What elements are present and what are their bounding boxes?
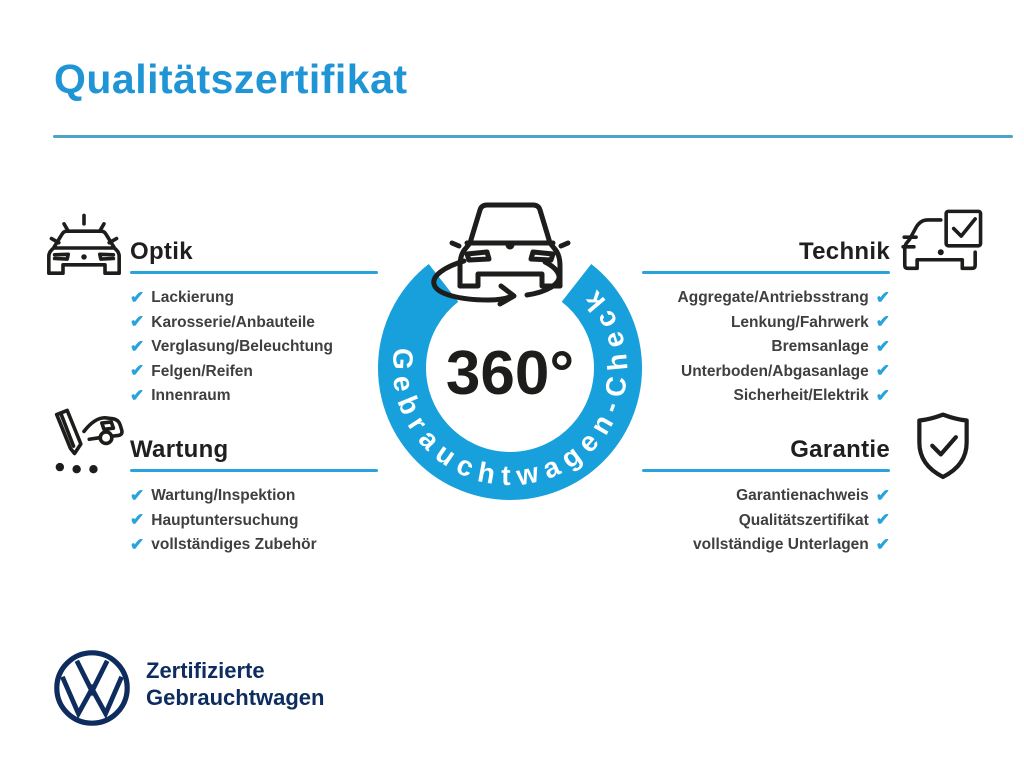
check-icon: ✔ bbox=[875, 361, 890, 381]
section-title-optik: Optik bbox=[130, 238, 193, 265]
section-rule bbox=[642, 271, 890, 274]
check-item-label: Verglasung/Beleuchtung bbox=[151, 338, 333, 356]
check-item-label: Lackierung bbox=[151, 289, 234, 307]
check-item-label: Innenraum bbox=[151, 387, 231, 405]
rotating-car-icon bbox=[431, 202, 571, 307]
brand-line-2: Gebrauchtwagen bbox=[146, 685, 325, 710]
checklist-garantie: Garantienachweis ✔ Qualitätszertifikat ✔… bbox=[642, 484, 890, 558]
check-item-label: Felgen/Reifen bbox=[151, 362, 253, 380]
check-item: Aggregate/Antriebsstrang ✔ bbox=[642, 286, 890, 311]
brand-wordmark: Zertifizierte Gebrauchtwagen bbox=[146, 657, 324, 711]
check-icon: ✔ bbox=[875, 312, 890, 332]
check-icon: ✔ bbox=[130, 534, 145, 554]
car-checkbox-icon bbox=[901, 206, 987, 292]
checklist-technik: Aggregate/Antriebsstrang ✔ Lenkung/Fahrw… bbox=[642, 286, 890, 409]
check-item-label: Wartung/Inspektion bbox=[151, 487, 296, 505]
check-item-label: vollständiges Zubehör bbox=[151, 536, 317, 554]
check-item: vollständige Unterlagen ✔ bbox=[642, 533, 890, 558]
brand-line-1: Zertifizierte bbox=[146, 658, 265, 683]
check-icon: ✔ bbox=[130, 510, 145, 530]
check-item-label: vollständige Unterlagen bbox=[693, 536, 869, 554]
vw-logo-icon bbox=[52, 648, 132, 728]
check-icon: ✔ bbox=[130, 336, 145, 356]
shield-check-icon bbox=[900, 406, 986, 492]
sparkling-car-icon bbox=[42, 206, 126, 290]
check-item: Qualitätszertifikat ✔ bbox=[642, 509, 890, 534]
check-item: ✔ Hauptuntersuchung bbox=[130, 509, 378, 534]
check-item-label: Aggregate/Antriebsstrang bbox=[677, 289, 869, 307]
check-icon: ✔ bbox=[875, 510, 890, 530]
section-title-wartung: Wartung bbox=[130, 436, 229, 463]
section-technik: Technik Aggregate/Antriebsstrang ✔ Lenku… bbox=[642, 238, 890, 409]
check-icon: ✔ bbox=[875, 385, 890, 405]
checklist-optik: ✔ Lackierung ✔ Karosserie/Anbauteile ✔ V… bbox=[130, 286, 378, 409]
check-item: ✔ vollständiges Zubehör bbox=[130, 533, 378, 558]
check-icon: ✔ bbox=[875, 287, 890, 307]
check-icon: ✔ bbox=[875, 336, 890, 356]
degree-label: 360° bbox=[446, 339, 574, 408]
check-item-label: Qualitätszertifikat bbox=[738, 511, 869, 529]
checklist-wartung: ✔ Wartung/Inspektion ✔ Hauptuntersuchung… bbox=[130, 484, 378, 558]
check-item: ✔ Innenraum bbox=[130, 384, 378, 409]
check-item-label: Bremsanlage bbox=[771, 338, 869, 356]
check-item: Sicherheit/Elektrik ✔ bbox=[642, 384, 890, 409]
360-check-medallion: Gebrauchtwagen-Check 360° bbox=[360, 188, 660, 518]
section-title-garantie: Garantie bbox=[790, 436, 890, 463]
section-title-technik: Technik bbox=[798, 238, 890, 265]
check-item: Unterboden/Abgasanlage ✔ bbox=[642, 360, 890, 385]
section-rule bbox=[130, 271, 378, 274]
pencil-car-checklist-icon bbox=[42, 402, 126, 486]
check-item: ✔ Felgen/Reifen bbox=[130, 360, 378, 385]
section-rule bbox=[642, 469, 890, 472]
check-item: ✔ Lackierung bbox=[130, 286, 378, 311]
check-item: Garantienachweis ✔ bbox=[642, 484, 890, 509]
check-icon: ✔ bbox=[130, 312, 145, 332]
page-title: Qualitätszertifikat bbox=[54, 56, 408, 102]
section-wartung: Wartung ✔ Wartung/Inspektion ✔ Hauptunte… bbox=[130, 436, 378, 558]
check-item-label: Unterboden/Abgasanlage bbox=[681, 362, 869, 380]
check-item: ✔ Verglasung/Beleuchtung bbox=[130, 335, 378, 360]
check-item: Lenkung/Fahrwerk ✔ bbox=[642, 311, 890, 336]
check-item-label: Lenkung/Fahrwerk bbox=[730, 313, 869, 331]
section-garantie: Garantie Garantienachweis ✔ Qualitätszer… bbox=[642, 436, 890, 558]
check-icon: ✔ bbox=[130, 361, 145, 381]
check-item-label: Hauptuntersuchung bbox=[151, 511, 299, 529]
header-divider bbox=[53, 135, 1013, 138]
check-icon: ✔ bbox=[130, 485, 145, 505]
check-item: ✔ Karosserie/Anbauteile bbox=[130, 311, 378, 336]
check-icon: ✔ bbox=[130, 385, 145, 405]
section-rule bbox=[130, 469, 378, 472]
check-item-label: Karosserie/Anbauteile bbox=[151, 313, 315, 331]
check-item-label: Sicherheit/Elektrik bbox=[733, 387, 869, 405]
check-item: ✔ Wartung/Inspektion bbox=[130, 484, 378, 509]
check-item-label: Garantienachweis bbox=[736, 487, 869, 505]
check-icon: ✔ bbox=[130, 287, 145, 307]
check-item: Bremsanlage ✔ bbox=[642, 335, 890, 360]
check-icon: ✔ bbox=[875, 485, 890, 505]
ring-arc bbox=[378, 264, 642, 500]
check-icon: ✔ bbox=[875, 534, 890, 554]
section-optik: Optik ✔ Lackierung ✔ Karosserie/Anbautei… bbox=[130, 238, 378, 409]
